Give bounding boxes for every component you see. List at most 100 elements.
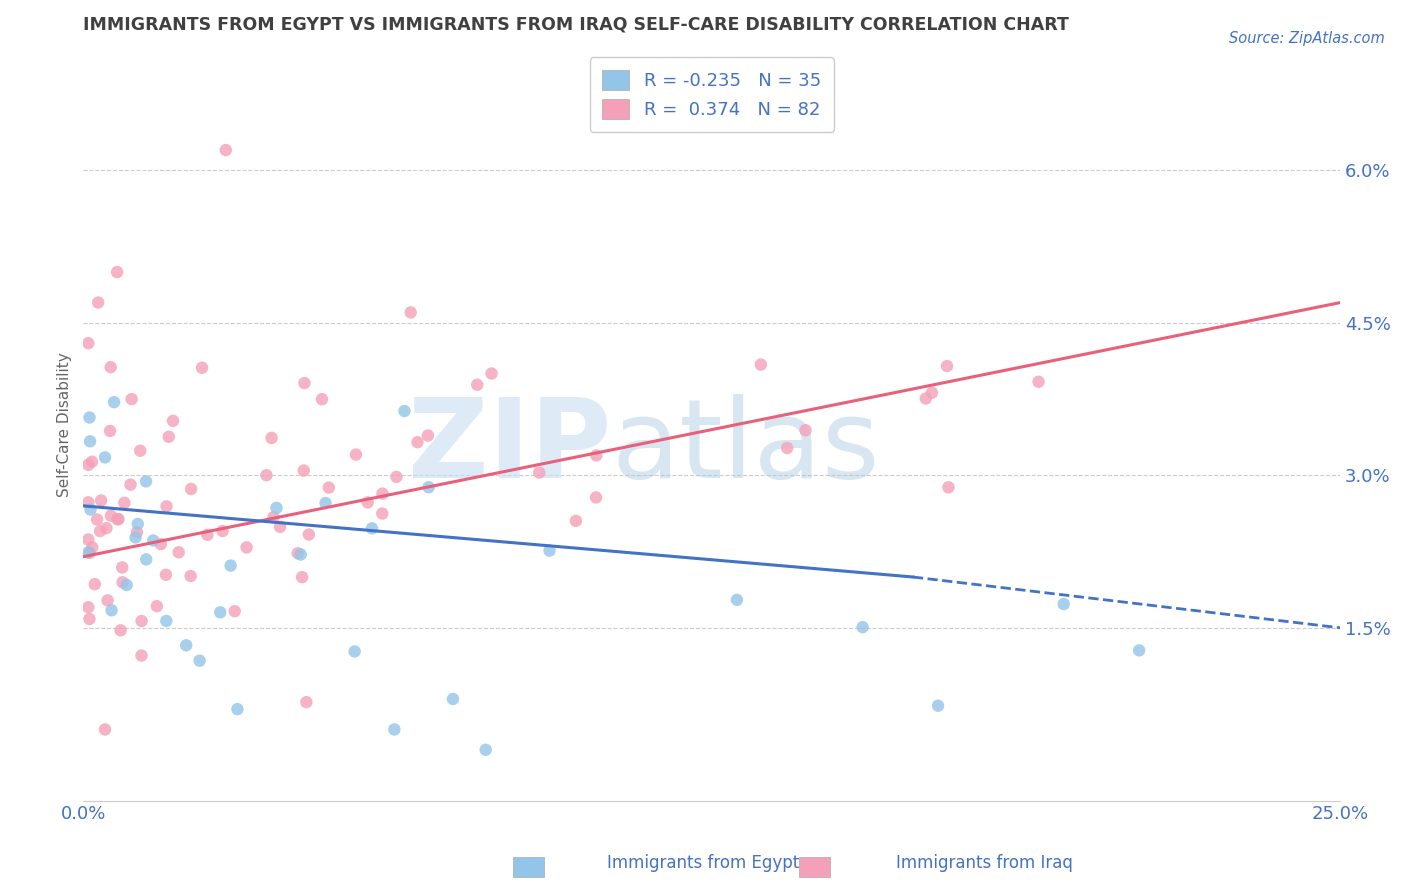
Point [936,359,959,373]
Point [226,702,249,716]
Point [94,723,117,737]
Point [914,392,936,406]
Point [135,552,157,566]
Point [111,575,134,590]
Point [292,463,315,477]
Point [149,537,172,551]
Point [371,507,394,521]
Point [94,450,117,465]
Point [98,424,121,438]
Point [121,392,143,406]
Point [105,265,128,279]
Point [235,541,257,555]
Point [80,455,103,469]
Point [125,525,148,540]
Point [82,541,104,555]
Point [188,654,211,668]
Legend: R = -0.235   N = 35, R =  0.374   N = 82: R = -0.235 N = 35, R = 0.374 N = 82 [589,57,834,131]
Point [180,482,202,496]
Point [77,533,100,547]
Point [77,600,100,615]
Point [294,376,316,390]
Point [155,500,177,514]
Point [921,385,943,400]
Point [262,510,284,524]
Point [135,475,157,489]
Point [382,723,405,737]
Point [474,743,496,757]
Point [107,512,129,526]
Point [120,477,142,491]
Point [100,508,122,523]
Point [418,480,440,494]
Point [162,414,184,428]
Point [394,404,416,418]
Text: IMMIGRANTS FROM EGYPT VS IMMIGRANTS FROM IRAQ SELF-CARE DISABILITY CORRELATION C: IMMIGRANTS FROM EGYPT VS IMMIGRANTS FROM… [83,15,1069,33]
Y-axis label: Self-Care Disability: Self-Care Disability [58,352,72,497]
Text: atlas: atlas [612,393,880,500]
Point [298,527,321,541]
Point [215,143,238,157]
Point [725,592,748,607]
Point [260,431,283,445]
Point [79,410,101,425]
Point [191,360,214,375]
Point [124,530,146,544]
Point [399,305,422,319]
Point [155,614,177,628]
Point [211,524,233,538]
Point [97,593,120,607]
Point [776,441,799,455]
Point [100,360,122,375]
Point [1028,375,1050,389]
Point [79,612,101,626]
Point [112,496,135,510]
Point [107,512,129,526]
Point [291,570,314,584]
Point [529,466,551,480]
Point [96,521,118,535]
Point [115,578,138,592]
Point [111,560,134,574]
Point [343,644,366,658]
Point [344,448,367,462]
Point [749,358,772,372]
Point [86,512,108,526]
Point [852,620,875,634]
Point [224,604,246,618]
Point [219,558,242,573]
Point [295,695,318,709]
Point [131,614,153,628]
Point [256,468,278,483]
Point [127,516,149,531]
Point [167,545,190,559]
Point [90,493,112,508]
Point [83,577,105,591]
Text: Immigrants from Iraq: Immigrants from Iraq [896,855,1073,872]
Point [77,336,100,351]
Point [180,569,202,583]
Text: ZIP: ZIP [408,393,612,500]
Text: Source: ZipAtlas.com: Source: ZipAtlas.com [1229,31,1385,46]
Point [1053,597,1076,611]
Point [361,521,384,535]
Point [157,430,180,444]
Point [481,367,503,381]
Point [197,528,219,542]
Point [357,495,380,509]
Point [79,502,101,516]
Text: Immigrants from Egypt: Immigrants from Egypt [607,855,799,872]
Point [585,449,607,463]
Point [538,543,561,558]
Point [209,605,232,619]
Point [142,533,165,548]
Point [416,428,439,442]
Point [441,692,464,706]
Point [79,434,101,449]
Point [290,548,312,562]
Point [100,603,122,617]
Point [77,495,100,509]
Point [287,546,309,560]
Point [315,496,337,510]
Point [155,567,177,582]
